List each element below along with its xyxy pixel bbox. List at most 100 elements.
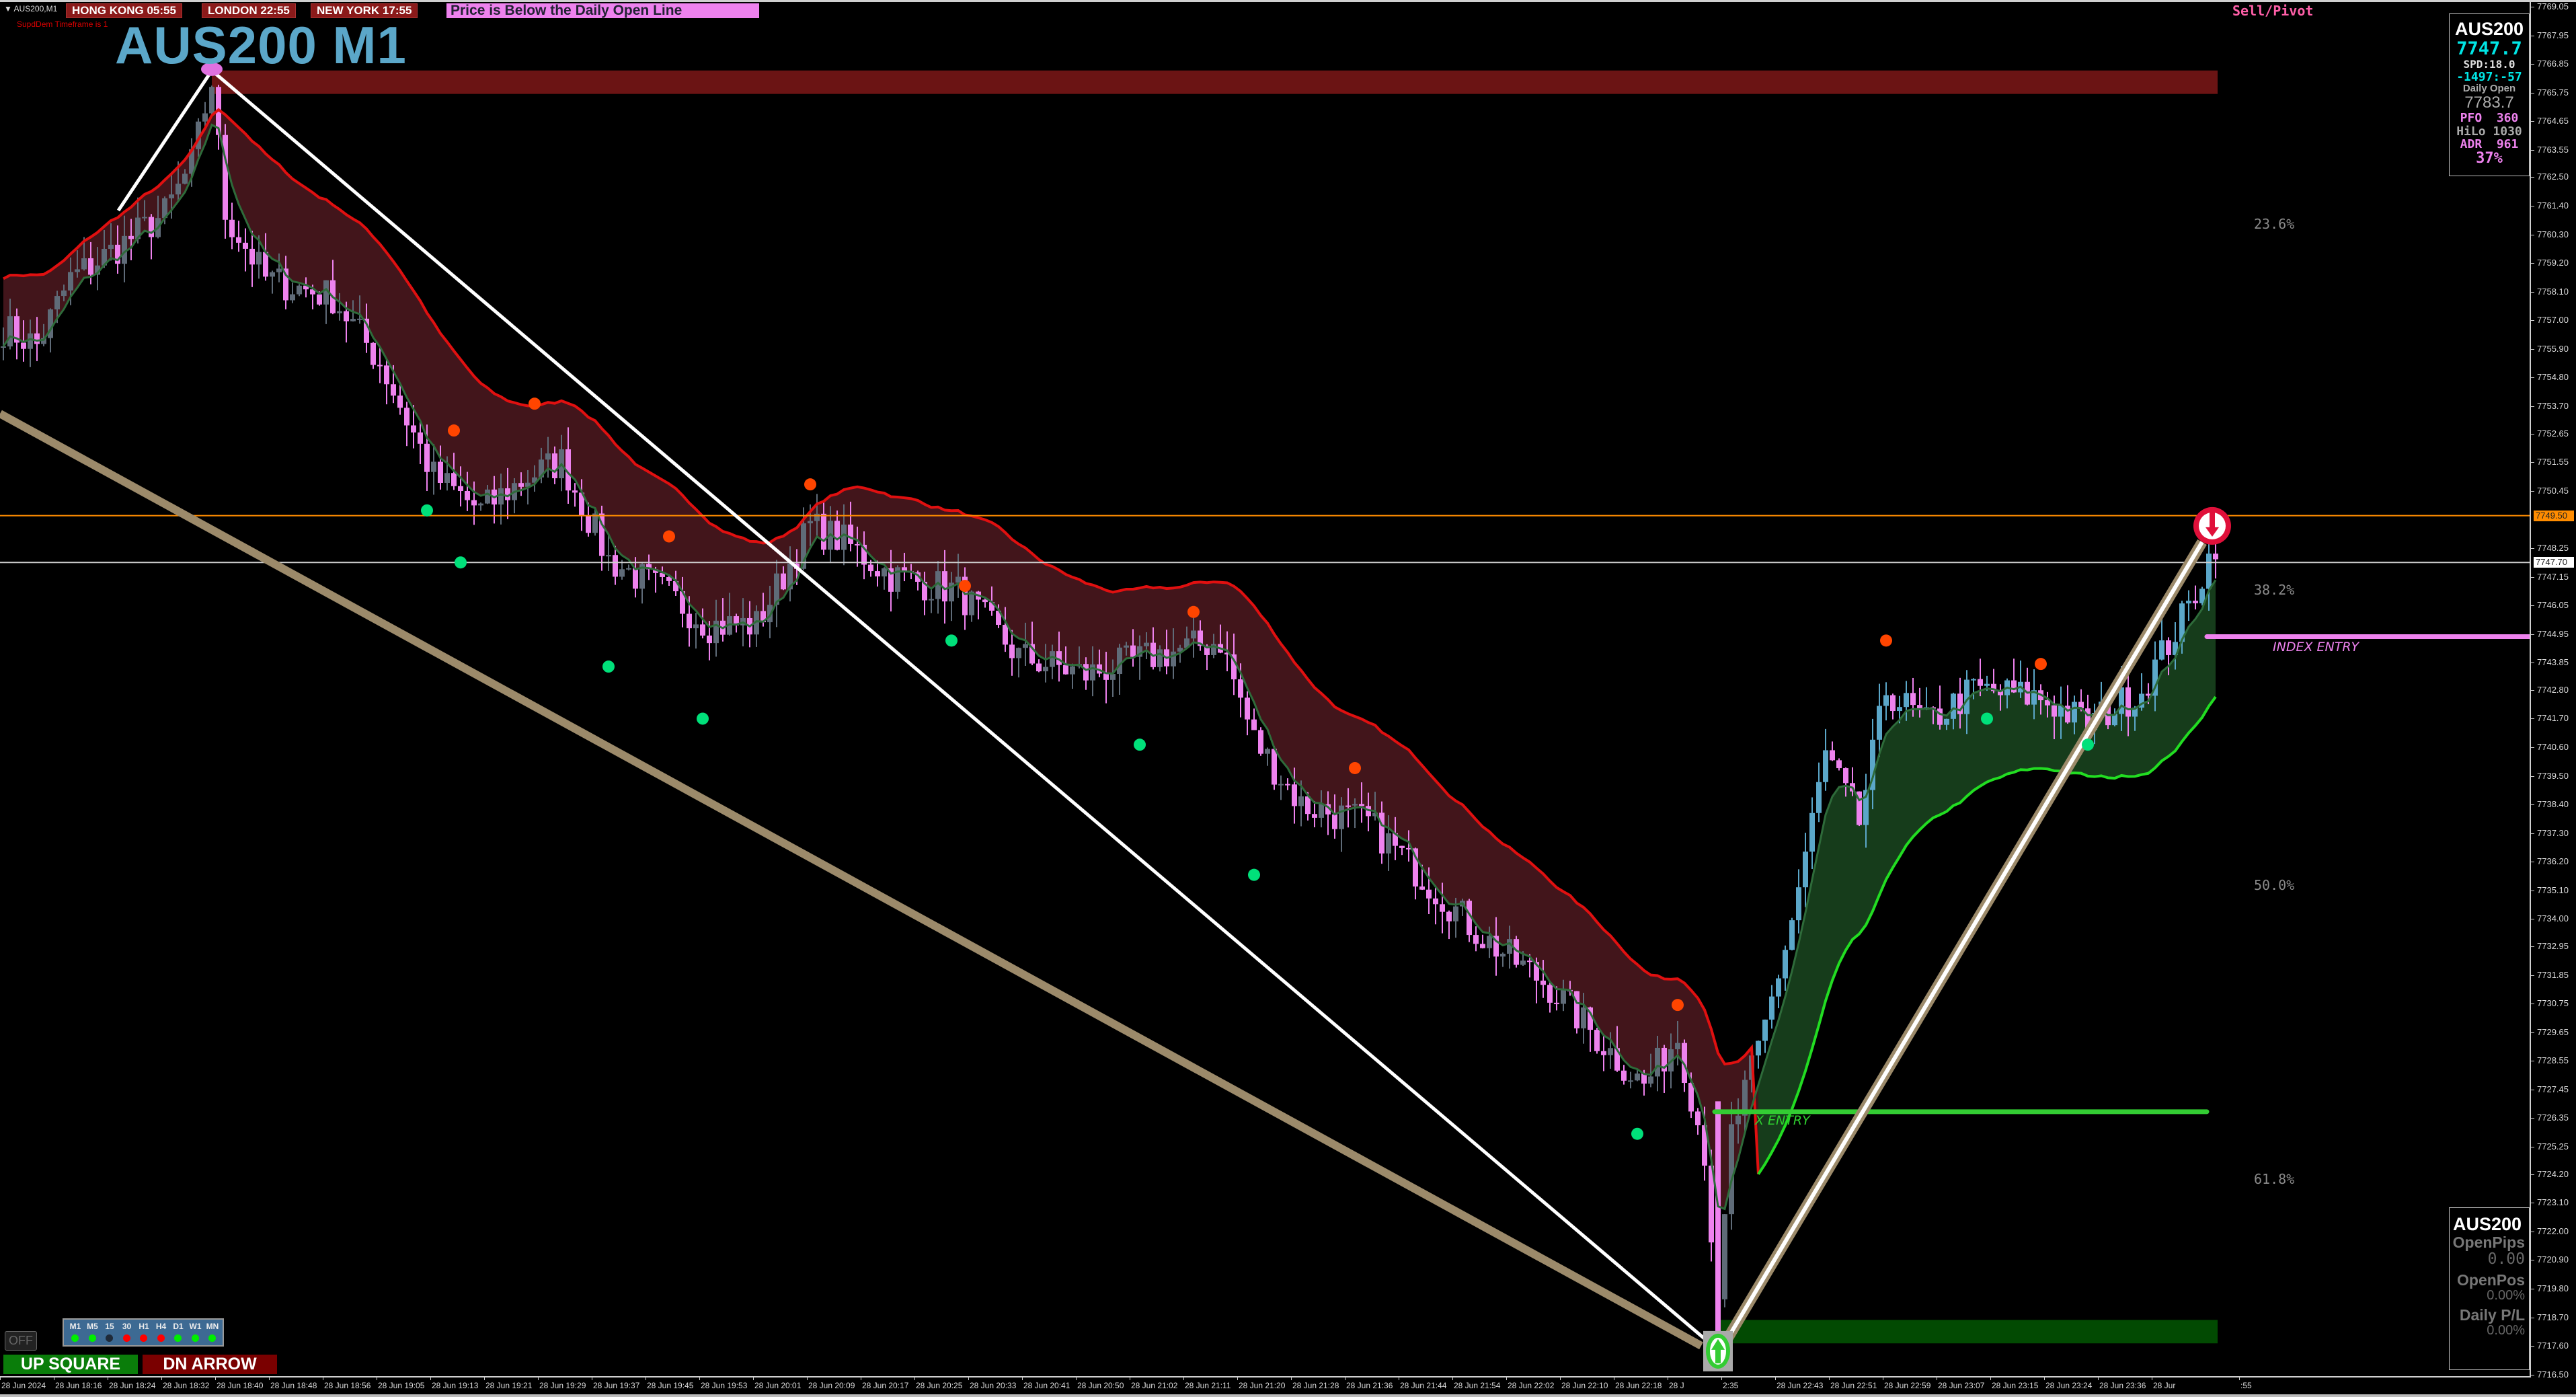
candle-body [1594,1030,1600,1051]
hilo-value: 1030 [2493,124,2522,139]
candle [922,571,927,615]
candle [1070,663,1075,689]
candle-body [1043,667,1048,672]
candle [303,277,309,298]
candle-body [1883,695,1889,706]
candle [626,564,631,571]
candle [377,347,383,383]
candle-body [1117,647,1122,675]
candle-body [1493,936,1499,957]
candle [1137,635,1142,680]
candle-body [1171,651,1176,667]
swing-high-dot [448,424,460,437]
up-square-button[interactable]: UP SQUARE [3,1355,138,1374]
swing-high-dot [959,580,971,593]
demand-zone [1718,1320,2218,1344]
candle-body [1103,673,1109,680]
candle [1191,617,1196,658]
candle [1500,952,1506,967]
price-tick [2531,177,2534,178]
candle-body [1,346,6,348]
candle [518,472,524,496]
candle-body [2085,708,2091,730]
candle [1103,652,1109,704]
price-axis-label: 7765.75 [2537,87,2569,98]
candle [1406,830,1411,862]
candle-body [61,290,67,297]
white-upline [1726,541,2204,1339]
candle-body [1574,991,1579,1028]
price-axis-label: 7760.30 [2537,229,2569,239]
candle [1883,682,1889,721]
price-axis-label: 7769.05 [2537,1,2569,11]
off-toggle-button[interactable]: OFF [5,1331,37,1351]
candle-body [256,252,262,265]
candle-body [1547,985,1553,1003]
candle [1581,993,1586,1044]
time-axis-label: 28 Jun 18:32 [163,1381,210,1390]
supply-zone [212,70,2218,94]
time-tick [538,1376,539,1380]
price-tick [2531,776,2534,777]
price-axis-label: 7727.45 [2537,1084,2569,1094]
candle [848,501,853,552]
candle-body [1843,768,1848,784]
price-axis-label: 7731.85 [2537,969,2569,980]
price-tick [2531,605,2534,607]
candle [2159,617,2164,660]
candle-body [2193,601,2198,603]
candle-body [1823,750,1828,782]
price-tick [2531,1118,2534,1119]
candle-body [1319,804,1324,818]
candle [364,303,369,353]
timeframe-trend-dot [88,1334,96,1342]
candle [458,466,463,506]
time-tick [269,1376,270,1380]
candle [1251,708,1257,730]
price-axis-label: 7719.80 [2537,1283,2569,1293]
candle-body [162,198,167,219]
price-chart[interactable] [0,0,2530,1376]
candle-body [760,611,766,623]
price-axis[interactable] [2530,0,2531,1377]
candle-body [1964,679,1969,714]
candle [1608,1032,1613,1069]
candle-body [525,482,531,487]
candle-body [1789,920,1795,950]
candle [1964,670,1969,734]
candle [276,253,282,282]
candle-body [431,461,436,472]
candle-body [2186,601,2191,604]
candle-body [1998,691,2003,695]
price-axis-label: 7742.80 [2537,684,2569,695]
candle [1433,885,1438,925]
candle-body [545,453,551,460]
dn-arrow-button[interactable]: DN ARROW [143,1355,277,1374]
status-bar [0,1394,2576,1397]
candle-body [619,569,625,577]
candle [2199,587,2205,606]
sell-pivot-label: Sell/Pivot [2232,3,2314,19]
candle [2031,669,2037,720]
candle-body [1177,648,1183,652]
swing-high-dot [1349,761,1361,774]
candle-body [1561,989,1566,1004]
candle-body [128,235,134,239]
chart-symbol-tab[interactable]: ▼ AUS200,M1 [4,4,58,13]
price-axis-label: 7735.10 [2537,884,2569,895]
candle [1769,985,1774,1029]
candle [1594,1028,1600,1054]
candle [1198,620,1203,651]
candle-body [498,488,504,505]
candle [1,327,6,361]
candle [384,359,389,405]
candle-body [1419,886,1425,890]
candle-body [767,605,773,623]
time-axis[interactable] [0,1376,2531,1377]
candle-body [1688,1083,1694,1112]
candle [1809,797,1815,870]
candle [1863,773,1869,848]
trade-symbol: AUS200 [2452,1214,2522,1234]
candle-body [1312,814,1317,818]
daily-pl-label: Daily P/L [2459,1306,2525,1324]
